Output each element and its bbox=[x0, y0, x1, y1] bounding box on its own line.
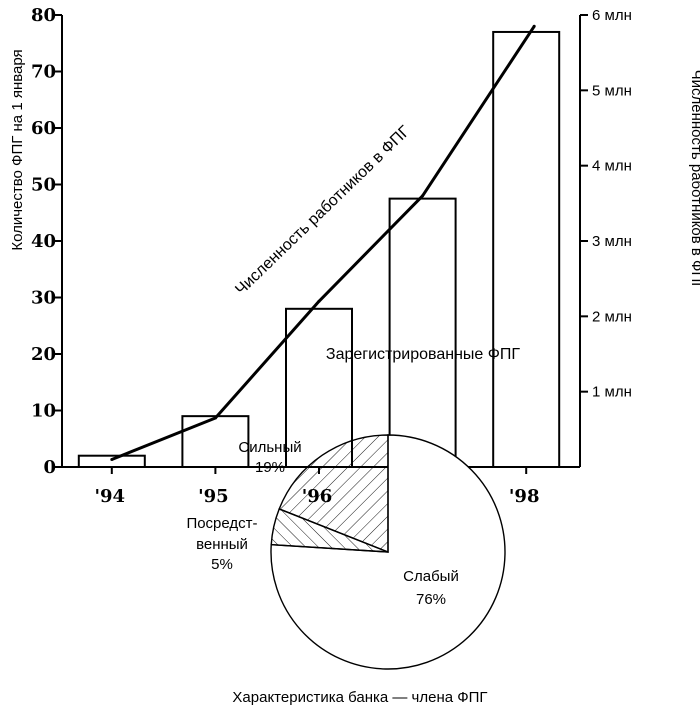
bar bbox=[388, 197, 457, 468]
bar-annotation: Зарегистрированные ФПГ bbox=[326, 346, 520, 363]
left-tick-label: 50 bbox=[31, 175, 56, 196]
right-tick-label: 6 млн bbox=[592, 7, 632, 24]
line-annotation: Численность работников в ФПГ bbox=[232, 123, 413, 299]
right-tick-label: 4 млн bbox=[592, 158, 632, 175]
slice-label-medium-2: венный bbox=[196, 536, 248, 553]
bar bbox=[492, 30, 561, 468]
slice-pct-medium: 5% bbox=[211, 556, 233, 573]
pie-slice-strong bbox=[278, 434, 389, 554]
bar bbox=[181, 415, 250, 468]
slice-label-strong: Сильный bbox=[238, 439, 301, 456]
pie-slice-weak bbox=[270, 434, 506, 670]
left-tick-label: 10 bbox=[31, 401, 56, 422]
right-tick-label: 3 млн bbox=[592, 233, 632, 250]
bar bbox=[77, 454, 146, 469]
right-axis-label: Численность работников в ФПГ bbox=[688, 70, 700, 291]
left-tick-label: 20 bbox=[31, 344, 56, 365]
left-tick-label: 70 bbox=[31, 62, 56, 83]
line-point bbox=[532, 24, 536, 28]
slice-pct-strong: 19% bbox=[255, 459, 285, 476]
x-tick-label: '95 bbox=[198, 486, 229, 507]
line-point bbox=[213, 416, 217, 420]
bar-series bbox=[77, 30, 561, 469]
line-point bbox=[110, 457, 114, 461]
right-tick-label: 2 млн bbox=[592, 308, 632, 325]
x-tick-label: '94 bbox=[95, 486, 126, 507]
line-point bbox=[317, 299, 321, 303]
pie-chart bbox=[270, 434, 506, 670]
left-tick-label: 30 bbox=[31, 288, 56, 309]
left-axis-ticks: 0 10 20 30 40 50 60 70 80 bbox=[31, 5, 62, 478]
right-tick-label: 5 млн bbox=[592, 82, 632, 99]
left-axis-label: Количество ФПГ на 1 января bbox=[9, 49, 26, 250]
left-tick-label: 0 bbox=[43, 457, 56, 478]
slice-label-medium-1: Посредст- bbox=[186, 515, 257, 532]
left-tick-label: 80 bbox=[31, 5, 56, 26]
right-axis-ticks: 1 млн 2 млн 3 млн 4 млн 5 млн 6 млн bbox=[580, 7, 632, 401]
slice-pct-weak: 76% bbox=[416, 591, 446, 608]
employees-points bbox=[110, 24, 536, 461]
line-point bbox=[421, 194, 425, 198]
left-tick-label: 60 bbox=[31, 118, 56, 139]
x-tick-label: '98 bbox=[509, 486, 540, 507]
left-tick-label: 40 bbox=[31, 231, 56, 252]
bar bbox=[285, 307, 353, 468]
pie-caption: Характеристика банка — члена ФПГ bbox=[232, 689, 487, 706]
right-tick-label: 1 млн bbox=[592, 384, 632, 401]
slice-label-weak: Слабый bbox=[403, 568, 459, 585]
